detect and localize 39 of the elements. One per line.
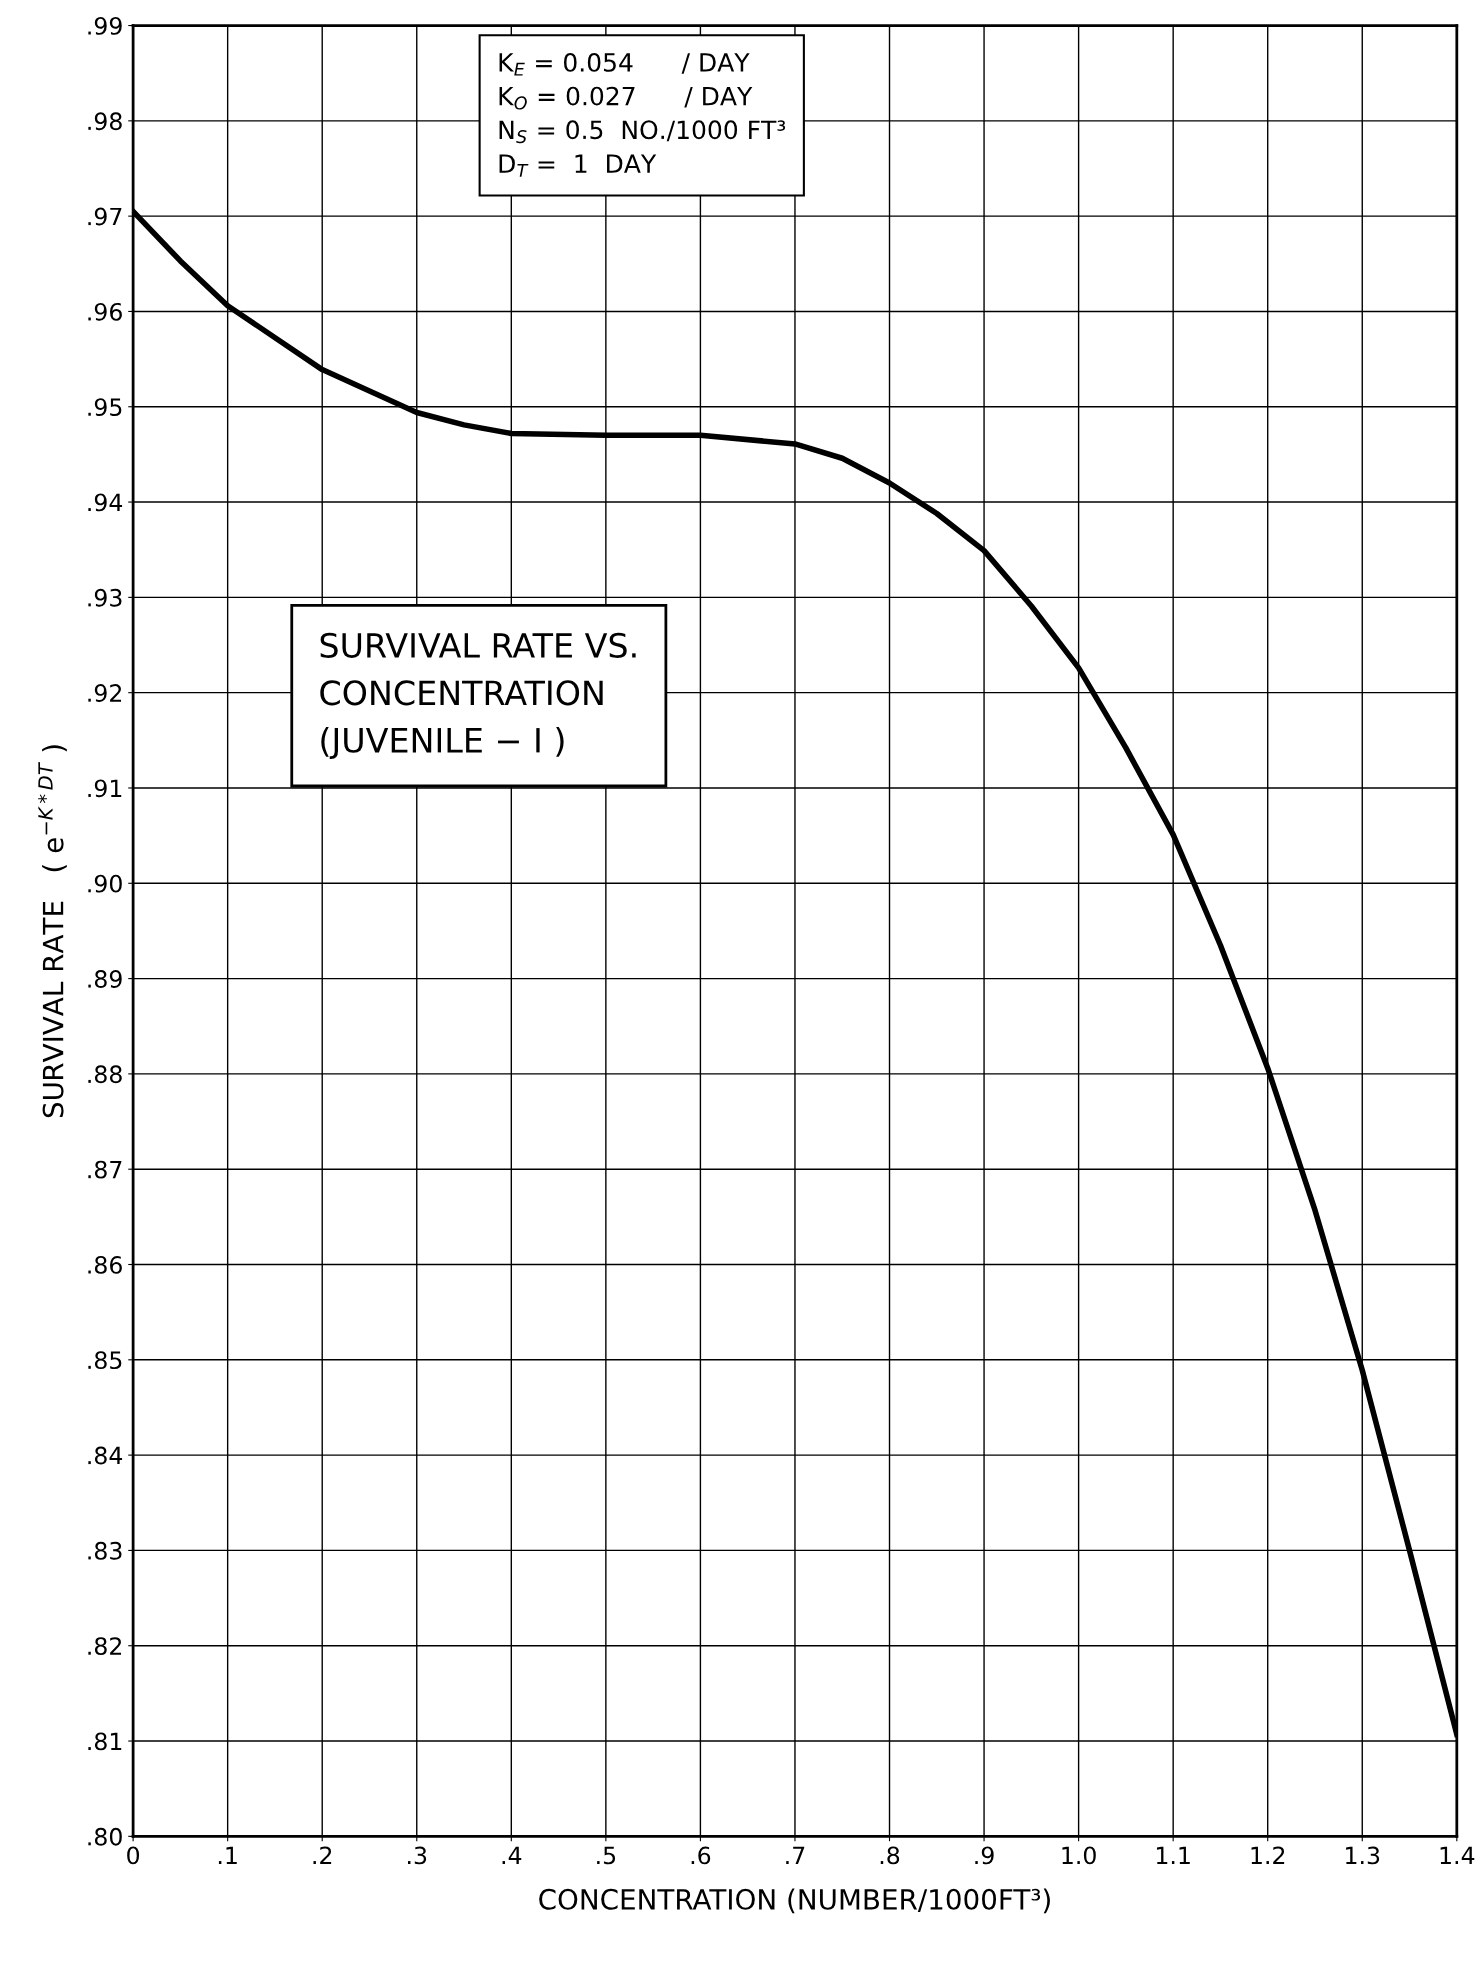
x-tick-label: .7 xyxy=(786,1846,805,1864)
y-tick-label: .99 xyxy=(88,16,122,35)
text: K$_{E}$ = 0.054 / DAY K$_{O}$ = 0.027 / DAY N$_{S}$ = 0.5 NO./1000 FT³ D$_{T}$ = 1 DAY xyxy=(499,52,786,177)
y-tick-label: .85 xyxy=(88,1351,122,1370)
x-tick-label: .9 xyxy=(975,1846,994,1865)
y-tick-label: .97 xyxy=(88,207,122,226)
x-tick-label: .3 xyxy=(408,1846,427,1865)
x-tick-label: .6 xyxy=(691,1846,711,1865)
y-tick-label: .82 xyxy=(88,1637,122,1656)
y-tick-label: .91 xyxy=(88,779,122,798)
text: SURVIVAL RATE VS. CONCENTRATION (JUVENILE − I ) xyxy=(320,632,636,760)
y-tick-label: .84 xyxy=(88,1446,123,1465)
y-tick-label: .93 xyxy=(88,588,122,607)
y-tick-label: .98 xyxy=(88,112,122,131)
y-tick-label: .86 xyxy=(88,1255,122,1274)
y-tick-label: .81 xyxy=(88,1732,122,1751)
x-tick-label: .5 xyxy=(597,1846,616,1865)
x-tick-label: 0 xyxy=(127,1846,140,1865)
y-tick-label: .80 xyxy=(88,1827,122,1846)
x-tick-label: 1.4 xyxy=(1440,1846,1475,1864)
y-tick-label: .96 xyxy=(88,302,122,321)
y-tick-label: .88 xyxy=(88,1065,122,1084)
y-tick-label: .92 xyxy=(88,684,122,702)
x-tick-label: .2 xyxy=(313,1846,332,1864)
x-tick-label: 1.1 xyxy=(1156,1846,1190,1864)
y-tick-label: .89 xyxy=(88,970,122,988)
x-tick-label: .4 xyxy=(502,1846,522,1864)
y-tick-label: .83 xyxy=(88,1541,122,1560)
y-tick-label: .94 xyxy=(88,493,123,512)
y-tick-label: .87 xyxy=(88,1160,122,1179)
x-axis-title: CONCENTRATION (NUMBER/1000FT³) xyxy=(539,1888,1050,1914)
x-tick-label: .1 xyxy=(218,1846,237,1864)
x-tick-label: 1.0 xyxy=(1062,1846,1096,1865)
y-tick-label: .90 xyxy=(88,874,122,893)
y-axis-title: SURVIVAL RATE ( e$^{−K*DT}$ ) xyxy=(38,745,67,1118)
x-tick-label: .8 xyxy=(880,1846,900,1865)
x-tick-label: 1.2 xyxy=(1251,1846,1285,1864)
y-tick-label: .95 xyxy=(88,398,122,417)
x-tick-label: 1.3 xyxy=(1346,1846,1380,1865)
